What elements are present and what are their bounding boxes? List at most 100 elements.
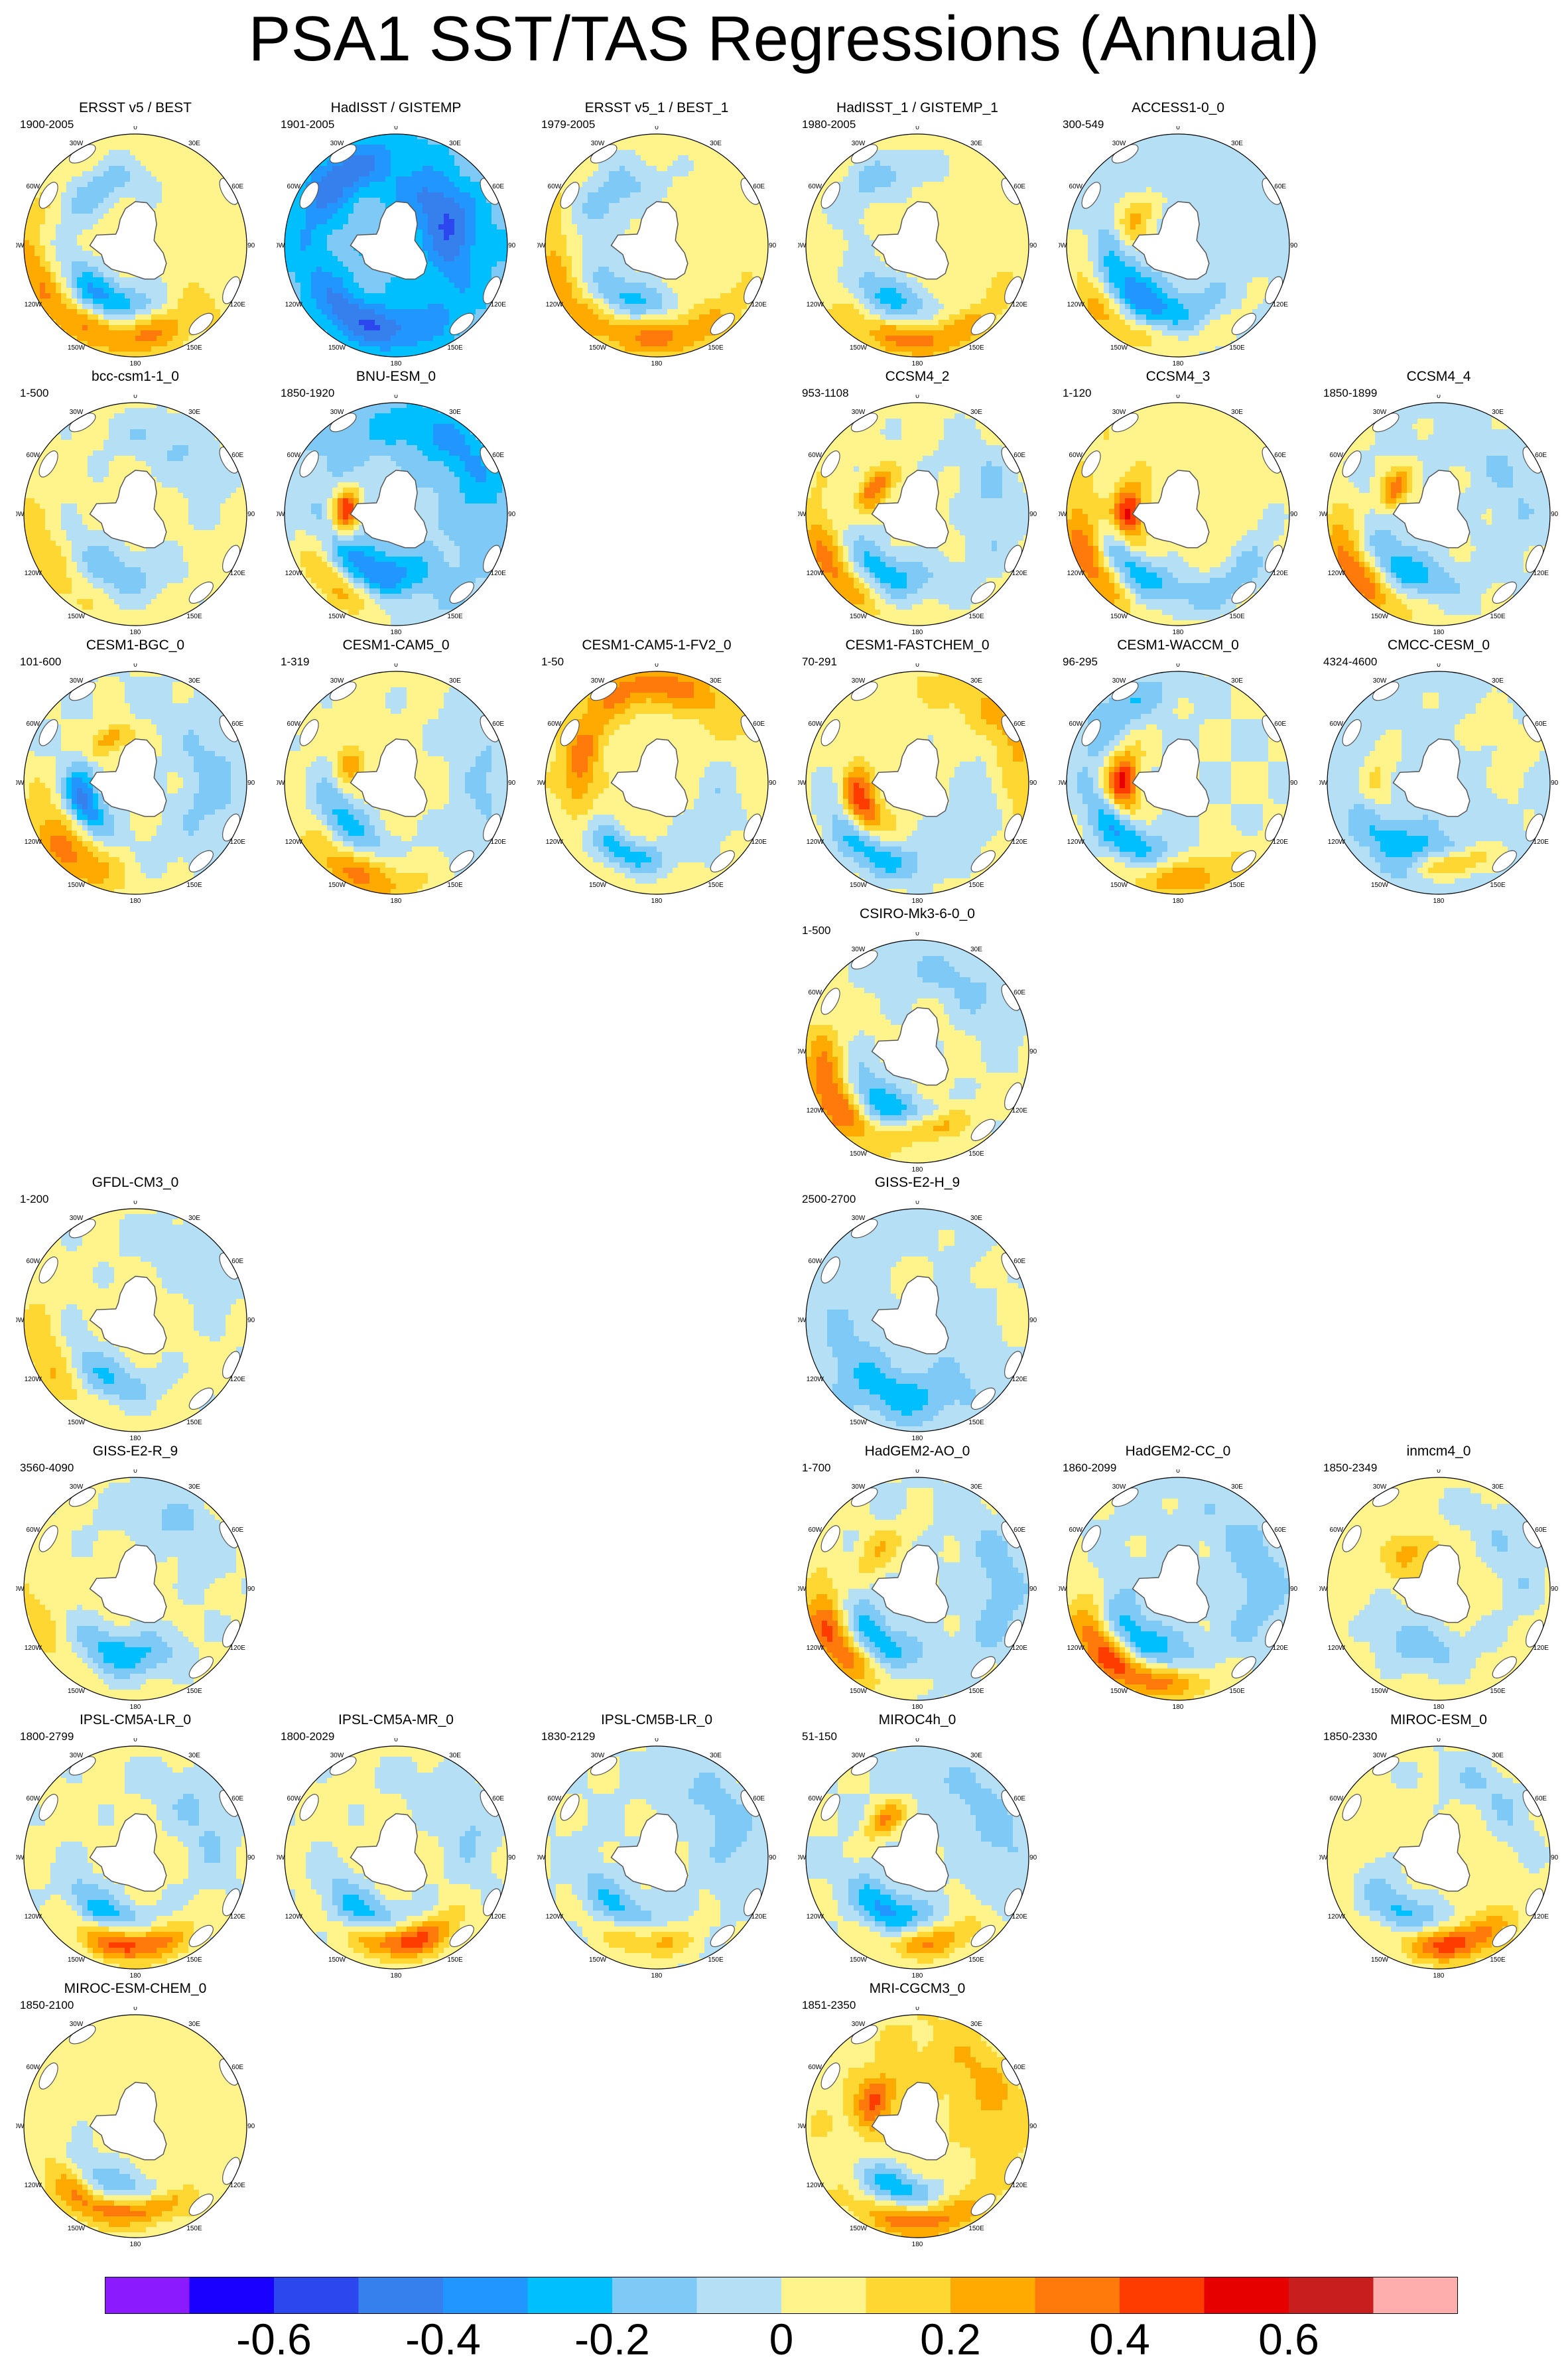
field-cell xyxy=(673,283,679,289)
field-cell xyxy=(316,245,322,251)
field-cell xyxy=(114,309,120,315)
field-cell xyxy=(588,309,594,315)
field-cell xyxy=(385,176,391,182)
field-cell xyxy=(66,304,72,310)
field-cell xyxy=(188,230,194,236)
field-cell xyxy=(82,240,88,246)
field-cell xyxy=(93,208,99,214)
field-cell xyxy=(412,314,418,320)
field-cell xyxy=(646,139,652,145)
field-cell xyxy=(109,336,115,342)
field-cell xyxy=(811,192,817,198)
field-cell xyxy=(146,192,152,198)
field-cell xyxy=(215,261,221,267)
field-cell xyxy=(609,341,615,347)
field-cell xyxy=(135,336,141,342)
field-cell xyxy=(870,330,876,336)
field-cell xyxy=(438,309,444,315)
field-cell xyxy=(731,235,737,241)
field-cell xyxy=(635,176,641,182)
field-cell xyxy=(114,161,120,167)
field-cell xyxy=(199,166,205,172)
field-cell xyxy=(864,325,870,331)
field-cell xyxy=(316,309,322,315)
field-cell xyxy=(720,272,726,278)
field-cell xyxy=(327,187,333,193)
field-cell xyxy=(141,314,147,320)
field-cell xyxy=(688,208,694,214)
field-cell xyxy=(77,299,83,304)
field-cell xyxy=(843,224,849,230)
field-cell xyxy=(476,314,482,320)
field-cell xyxy=(870,171,876,177)
field-cell xyxy=(736,251,742,257)
field-cell xyxy=(322,309,328,315)
field-cell xyxy=(385,346,391,352)
field-cell xyxy=(614,261,620,267)
field-cell xyxy=(306,219,312,225)
field-cell xyxy=(694,272,700,278)
field-cell xyxy=(396,150,402,156)
field-cell xyxy=(880,145,886,151)
field-cell xyxy=(864,235,870,241)
field-cell xyxy=(438,320,444,326)
field-cell xyxy=(220,214,226,220)
field-cell xyxy=(401,171,407,177)
field-cell xyxy=(556,251,562,257)
field-cell xyxy=(566,219,572,225)
field-cell xyxy=(454,187,460,193)
field-cell xyxy=(651,346,657,352)
field-cell xyxy=(103,139,109,145)
field-cell xyxy=(880,261,886,267)
field-cell xyxy=(736,283,742,289)
field-cell xyxy=(491,235,497,241)
field-cell xyxy=(704,208,710,214)
field-cell xyxy=(417,214,423,220)
field-cell xyxy=(731,283,737,289)
field-cell xyxy=(412,293,418,299)
field-cell xyxy=(449,161,455,167)
field-cell xyxy=(875,267,881,273)
field-cell xyxy=(864,219,870,225)
field-cell xyxy=(162,224,168,230)
field-cell xyxy=(348,288,354,294)
field-cell xyxy=(572,283,578,289)
field-cell xyxy=(630,219,636,225)
field-cell xyxy=(61,203,67,209)
field-cell xyxy=(369,208,375,214)
field-cell xyxy=(327,235,333,241)
field-cell xyxy=(460,267,466,273)
field-cell xyxy=(343,309,349,315)
field-cell xyxy=(119,198,125,204)
field-cell xyxy=(178,267,184,273)
field-cell xyxy=(194,187,200,193)
field-cell xyxy=(593,214,599,220)
field-cell xyxy=(359,304,365,310)
field-cell xyxy=(604,314,610,320)
field-cell xyxy=(162,346,168,352)
field-cell xyxy=(300,277,306,283)
field-cell xyxy=(210,171,216,177)
field-cell xyxy=(407,288,413,294)
field-cell xyxy=(423,230,428,236)
field-cell xyxy=(380,203,386,209)
field-cell xyxy=(678,208,684,214)
field-cell xyxy=(178,272,184,278)
field-cell xyxy=(364,214,370,220)
field-cell xyxy=(720,267,726,273)
field-cell xyxy=(588,208,594,214)
field-cell xyxy=(460,245,466,251)
field-cell xyxy=(157,346,163,352)
field-cell xyxy=(593,330,599,336)
field-cell xyxy=(832,240,838,246)
field-cell xyxy=(678,283,684,289)
field-cell xyxy=(625,314,631,320)
field-cell xyxy=(582,320,588,326)
field-cell xyxy=(93,304,99,310)
field-cell xyxy=(433,161,439,167)
field-cell xyxy=(683,208,689,214)
field-cell xyxy=(210,203,216,209)
field-cell xyxy=(662,161,668,167)
field-cell xyxy=(875,134,881,140)
field-cell xyxy=(172,230,178,236)
